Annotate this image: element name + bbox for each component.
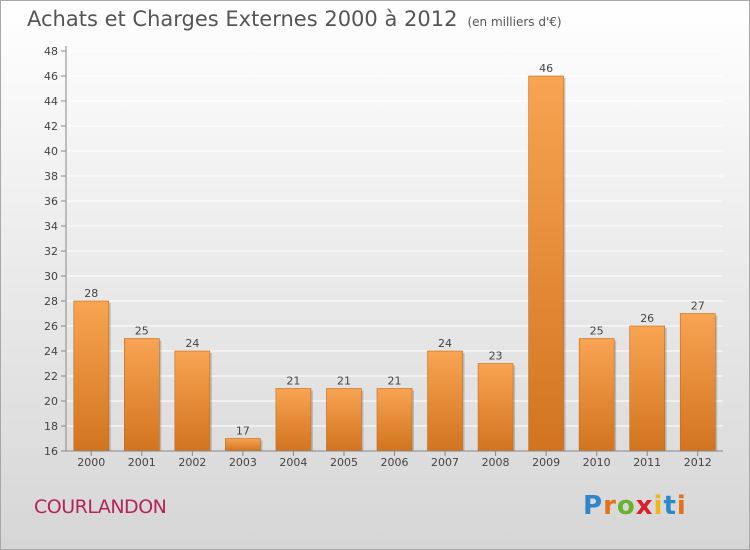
bar — [629, 325, 665, 452]
y-tick-label: 36 — [44, 195, 58, 208]
logo-letter: i — [653, 491, 664, 521]
y-tick-label: 40 — [44, 145, 58, 158]
proxiti-logo: Proxiti — [583, 491, 687, 521]
y-tick-label: 42 — [44, 120, 58, 133]
bar — [427, 350, 463, 452]
x-tick-label: 2002 — [178, 456, 206, 469]
bar-value-label: 27 — [691, 300, 705, 313]
bar — [679, 313, 716, 452]
bar — [528, 75, 564, 452]
bars: 28 25 24 17 21 21 21 24 23 46 25 26 27 — [73, 62, 718, 452]
y-tick-label: 30 — [44, 270, 58, 283]
x-tick-label: 2012 — [684, 456, 712, 469]
logo-letter: P — [583, 491, 604, 521]
bar-value-label: 24 — [185, 337, 199, 350]
bar — [578, 338, 615, 452]
x-tick-label: 2011 — [633, 456, 661, 469]
y-tick-label: 48 — [44, 45, 58, 58]
y-tick-label: 20 — [44, 395, 58, 408]
bar — [124, 338, 160, 452]
chart-subtitle: (en milliers d'€) — [467, 15, 562, 29]
bar-value-label: 21 — [286, 375, 300, 388]
bar — [326, 388, 362, 452]
bar-value-label: 46 — [539, 62, 553, 75]
bar-value-label: 25 — [135, 325, 149, 338]
x-axis-ticks: 2000 2001 2002 2003 2004 2005 2006 2007 2008 2009… — [77, 451, 712, 469]
y-tick-label: 46 — [44, 70, 58, 83]
x-tick-label: 2003 — [229, 456, 257, 469]
logo-letter: r — [603, 491, 617, 521]
commune-name: COURLANDON — [34, 496, 167, 518]
logo-letter: i — [676, 491, 687, 521]
bar-value-label: 25 — [590, 325, 604, 338]
x-tick-label: 2009 — [532, 456, 560, 469]
x-tick-label: 2001 — [128, 456, 156, 469]
logo-letter: x — [635, 491, 654, 521]
y-tick-label: 26 — [44, 320, 58, 333]
bar-value-label: 21 — [388, 375, 402, 388]
x-tick-label: 2008 — [482, 456, 510, 469]
y-tick-label: 34 — [44, 220, 58, 233]
y-tick-label: 32 — [44, 245, 58, 258]
y-tick-label: 44 — [44, 95, 58, 108]
y-tick-label: 16 — [44, 445, 58, 458]
x-tick-label: 2006 — [381, 456, 409, 469]
logo-letter: t — [663, 491, 677, 521]
y-tick-label: 18 — [44, 420, 58, 433]
bar-value-label: 17 — [236, 425, 250, 438]
bar-value-label: 28 — [84, 287, 98, 300]
bar — [174, 350, 211, 452]
bar — [477, 363, 514, 452]
x-tick-label: 2007 — [431, 456, 459, 469]
bar — [275, 388, 312, 452]
x-tick-label: 2010 — [583, 456, 611, 469]
bar — [376, 388, 413, 452]
x-tick-label: 2004 — [279, 456, 307, 469]
y-axis-ticks: 16 18 20 22 24 26 28 30 32 34 36 38 40 42 44 46 48 — [44, 45, 66, 458]
y-tick-label: 24 — [44, 345, 58, 358]
x-tick-label: 2000 — [77, 456, 105, 469]
bar — [225, 438, 261, 452]
bar — [73, 300, 110, 452]
y-tick-label: 22 — [44, 370, 58, 383]
y-tick-label: 28 — [44, 295, 58, 308]
bar-value-label: 21 — [337, 375, 351, 388]
chart-title-text: Achats et Charges Externes 2000 à 2012 — [27, 7, 458, 31]
bar-value-label: 24 — [438, 337, 452, 350]
bar-value-label: 23 — [489, 350, 503, 363]
x-tick-label: 2005 — [330, 456, 358, 469]
bar-value-label: 26 — [640, 312, 654, 325]
logo-letter: o — [616, 491, 636, 521]
chart-title: Achats et Charges Externes 2000 à 2012 (e… — [27, 7, 562, 31]
y-tick-label: 38 — [44, 170, 58, 183]
